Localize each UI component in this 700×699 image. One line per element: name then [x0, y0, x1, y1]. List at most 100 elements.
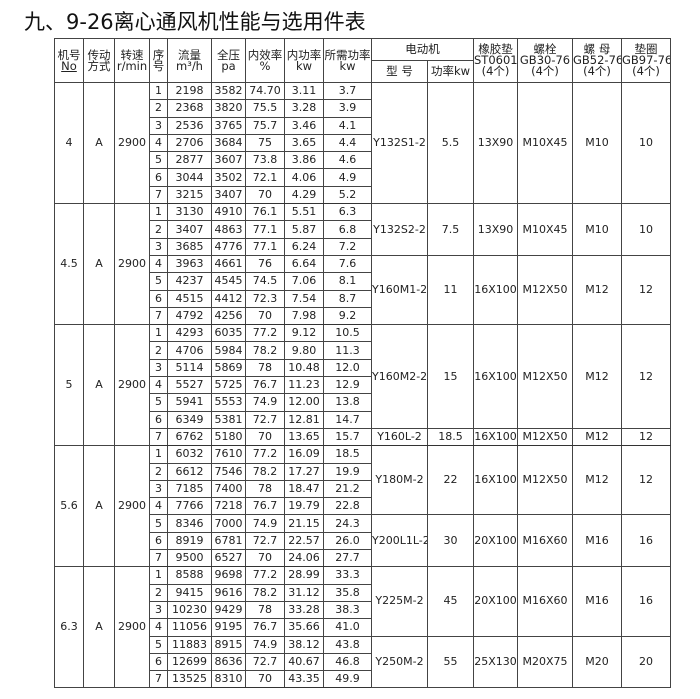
cell-required-power: 10.5: [323, 324, 372, 343]
cell-pressure: 9698: [211, 566, 246, 585]
cell-required-power: 35.8: [323, 583, 372, 602]
cell-nut: M20: [572, 635, 622, 689]
cell-flow: 12699: [167, 652, 212, 672]
cell-flow: 10230: [167, 600, 212, 620]
cell-flow: 2536: [167, 116, 212, 135]
cell-pressure: 4863: [211, 220, 246, 239]
cell-inner-power: 9.12: [284, 324, 324, 343]
cell-inner-power: 19.79: [284, 497, 324, 516]
cell-inner-power: 17.27: [284, 462, 324, 481]
cell-motor-power: 45: [427, 566, 474, 637]
cell-motor-model: Y132S1-2: [371, 81, 428, 205]
cell-efficiency: 77.2: [245, 324, 285, 343]
cell-seq: 5: [149, 635, 168, 654]
cell-flow: 9415: [167, 583, 212, 602]
cell-seq: 6: [149, 531, 168, 551]
cell-pressure: 7610: [211, 445, 246, 464]
cell-required-power: 21.2: [323, 479, 372, 499]
cell-pressure: 5553: [211, 393, 246, 412]
cell-inner-power: 10.48: [284, 358, 324, 378]
cell-motor-power: 55: [427, 635, 474, 689]
cell-efficiency: 70: [245, 549, 285, 568]
cell-flow: 4237: [167, 272, 212, 291]
cell-drive: A: [83, 81, 115, 205]
cell-pressure: 8310: [211, 670, 246, 689]
cell-pressure: 5381: [211, 410, 246, 429]
cell-flow: 6032: [167, 445, 212, 464]
cell-pressure: 3607: [211, 151, 246, 170]
table-row: 4 7766 7218 76.7 19.79 22.8: [55, 497, 671, 516]
cell-flow: 4515: [167, 289, 212, 308]
cell-required-power: 46.8: [323, 652, 372, 672]
cell-flow: 3407: [167, 220, 212, 239]
cell-motor-model: Y160M1-2: [371, 254, 428, 326]
cell-efficiency: 70: [245, 670, 285, 689]
cell-pressure: 5984: [211, 341, 246, 360]
table-row: 4.5 A 2900 1 3130 4910 76.1 5.51 6.3 Y132S2-2 7.5 1…: [54, 203, 671, 326]
cell-pressure: 4776: [211, 237, 246, 256]
cell-motor-power: 15: [427, 324, 474, 429]
cell-inner-power: 38.12: [284, 635, 324, 654]
cell-motor-model: Y160M2-2: [371, 324, 428, 429]
cell-flow: 2198: [167, 81, 212, 101]
cell-seq: 6: [149, 289, 168, 308]
cell-required-power: 7.6: [323, 254, 372, 274]
cell-required-power: 18.5: [323, 445, 372, 464]
cell-pressure: 3820: [211, 99, 246, 118]
cell-pressure: 6527: [211, 549, 246, 568]
cell-flow: 6612: [167, 462, 212, 481]
cell-efficiency: 75: [245, 133, 285, 153]
cell-required-power: 3.7: [323, 81, 372, 101]
header-flow: 流量 m³/h: [167, 38, 212, 83]
cell-flow: 7185: [167, 479, 212, 499]
cell-flow: 2706: [167, 133, 212, 153]
table-row: 5 5941 5553 74.9 12.00 13.8: [55, 393, 671, 412]
cell-required-power: 22.8: [323, 497, 372, 516]
cell-required-power: 5.2: [323, 185, 372, 205]
cell-motor-power: 22: [427, 445, 474, 516]
cell-motor-model: Y132S2-2: [371, 203, 428, 256]
cell-required-power: 4.6: [323, 151, 372, 170]
cell-seq: 3: [149, 479, 168, 499]
cell-pressure: 9616: [211, 583, 246, 602]
cell-seq: 1: [149, 324, 168, 343]
cell-inner-power: 13.65: [284, 427, 324, 447]
cell-efficiency: 72.7: [245, 531, 285, 551]
cell-pressure: 5869: [211, 358, 246, 378]
table-row: 5 4237 4545 74.5 7.06 8.1: [55, 272, 671, 291]
cell-efficiency: 73.8: [245, 151, 285, 170]
cell-pressure: 4412: [211, 289, 246, 308]
cell-flow: 8346: [167, 514, 212, 533]
table-row: 2 9415 9616 78.2 31.12 35.8: [55, 583, 671, 602]
cell-flow: 11883: [167, 635, 212, 654]
cell-inner-power: 35.66: [284, 618, 324, 637]
cell-efficiency: 78.2: [245, 341, 285, 360]
cell-nut: M12: [572, 324, 622, 429]
cell-drive: A: [83, 566, 115, 689]
cell-efficiency: 74.9: [245, 393, 285, 412]
cell-flow: 5114: [167, 358, 212, 378]
cell-inner-power: 12.00: [284, 393, 324, 412]
cell-efficiency: 74.9: [245, 635, 285, 654]
cell-nut: M12: [572, 427, 622, 447]
cell-washer: 12: [621, 324, 671, 429]
cell-flow: 6762: [167, 427, 212, 447]
table-row: 7 9500 6527 70 24.06 27.7: [55, 549, 671, 568]
cell-pressure: 3684: [211, 133, 246, 153]
cell-flow: 3130: [167, 203, 212, 222]
cell-flow: 3215: [167, 185, 212, 205]
cell-washer: 16: [621, 514, 671, 568]
cell-bolt: M12X50: [517, 254, 573, 326]
cell-flow: 9500: [167, 549, 212, 568]
cell-speed: 2900: [114, 324, 150, 447]
table-body: 4 A 2900 1 2198 3582 74.70 3.11 3.7 Y132S1-2 5.5 13…: [54, 81, 671, 689]
cell-seq: 4: [149, 254, 168, 274]
table-row: 6 3044 3502 72.1 4.06 4.9: [55, 168, 671, 187]
cell-inner-power: 4.29: [284, 185, 324, 205]
cell-bolt: M16X60: [517, 514, 573, 568]
page-title: 九、9-26离心通风机性能与选用件表: [24, 10, 366, 34]
cell-seq: 6: [149, 168, 168, 187]
cell-required-power: 15.7: [323, 427, 372, 447]
cell-seq: 4: [149, 497, 168, 516]
cell-inner-power: 3.65: [284, 133, 324, 153]
